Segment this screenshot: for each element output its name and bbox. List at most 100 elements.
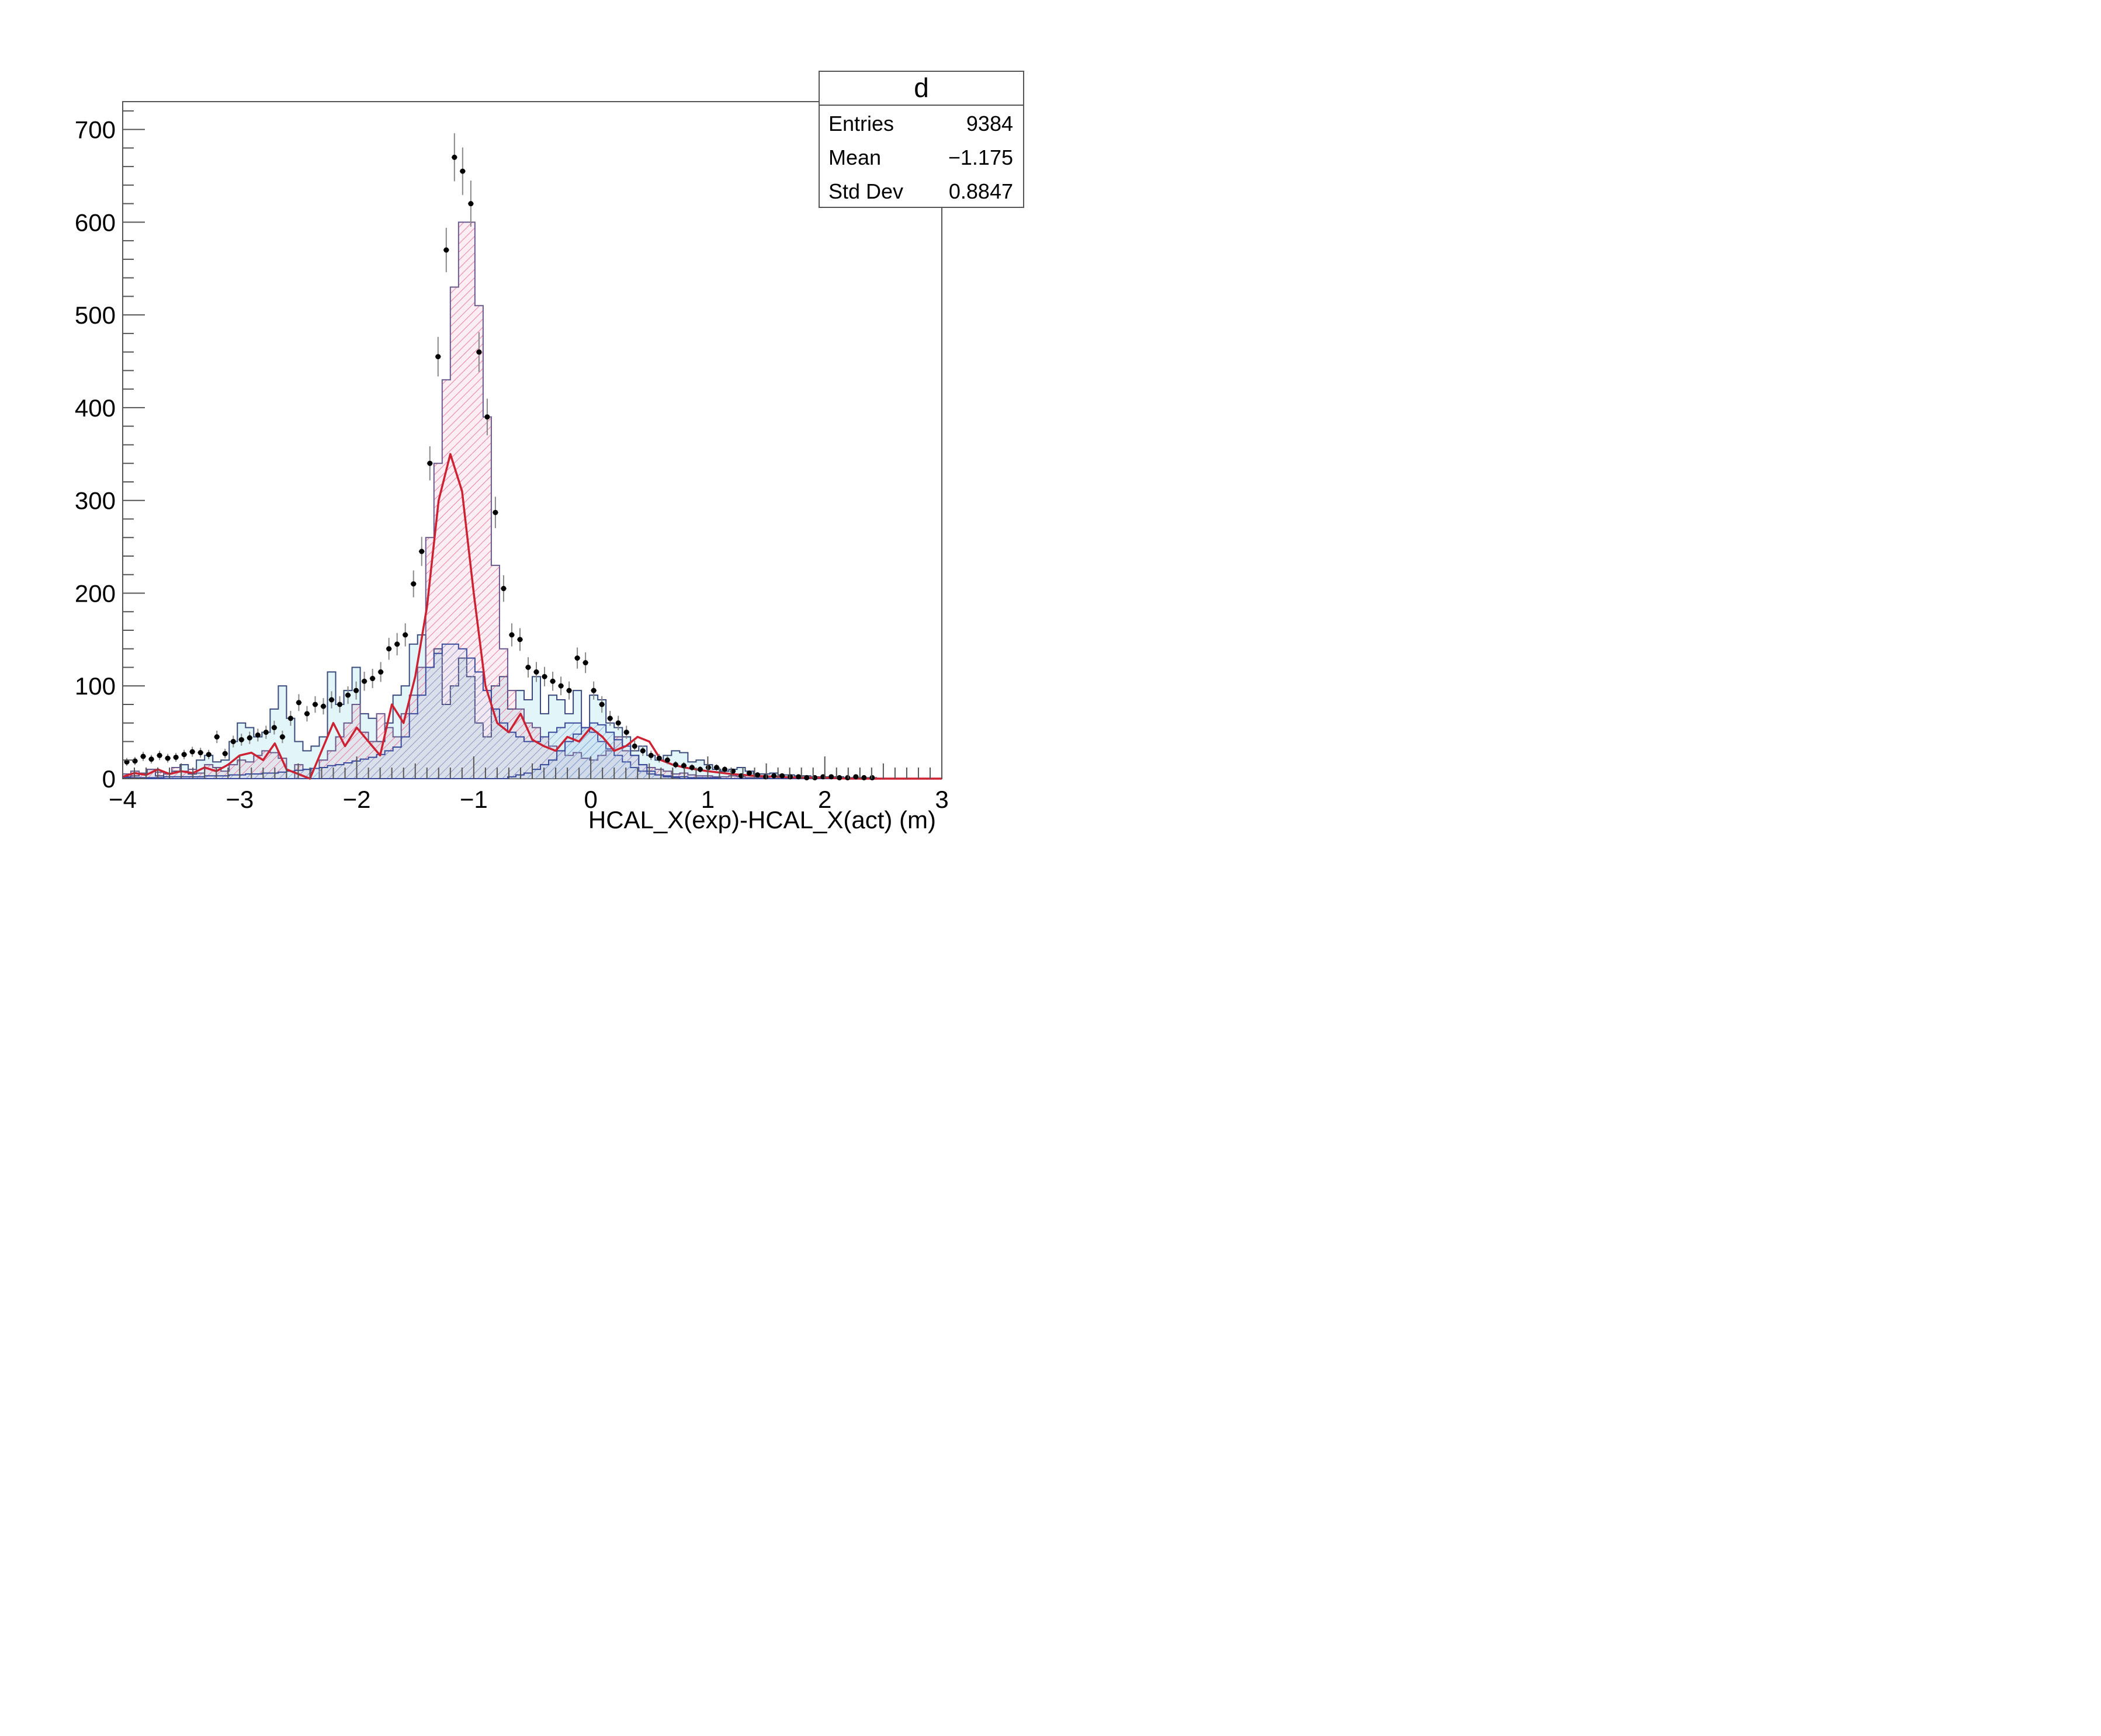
data-point-marker <box>287 716 293 721</box>
y-tick-label: 200 <box>75 579 116 607</box>
data-point-marker <box>697 766 703 772</box>
data-point <box>558 676 564 696</box>
data-point-marker <box>173 754 179 760</box>
data-point-marker <box>370 676 376 682</box>
data-point-marker <box>132 758 138 764</box>
data-point-marker <box>394 641 400 647</box>
data-point-marker <box>238 737 244 742</box>
data-point-marker <box>853 774 859 780</box>
data-point-marker <box>681 763 687 769</box>
data-point-marker <box>558 683 564 689</box>
data-point <box>640 745 646 756</box>
data-point-marker <box>320 703 326 709</box>
data-point-marker <box>517 637 523 643</box>
data-point <box>632 741 638 752</box>
data-point <box>648 751 654 761</box>
data-point <box>459 147 466 195</box>
data-point-marker <box>419 548 425 554</box>
data-point-marker <box>427 460 433 466</box>
data-point <box>189 747 196 757</box>
data-point <box>574 647 581 669</box>
data-point <box>828 774 834 780</box>
data-point-marker <box>542 673 547 679</box>
data-point-marker <box>411 581 417 587</box>
data-point-marker <box>796 774 802 780</box>
data-point <box>255 728 261 742</box>
x-axis-title: HCAL_X(exp)-HCAL_X(act) (m) <box>588 806 936 834</box>
data-point <box>542 666 548 687</box>
plot-area: 0 100 200 300 400 500 600 700 −4 −3 −2 −1 0 1 2 3 <box>75 101 949 813</box>
data-point-marker <box>271 725 277 731</box>
inelastic-histogram-fill <box>123 644 942 779</box>
data-point <box>247 731 253 744</box>
data-point-marker <box>181 752 187 758</box>
data-point-marker <box>222 751 228 756</box>
data-point-marker <box>599 702 605 707</box>
data-point-marker <box>623 730 629 735</box>
data-point-marker <box>640 748 646 754</box>
data-point <box>803 775 810 780</box>
data-point <box>222 748 228 759</box>
y-axis: 0 100 200 300 400 500 600 700 <box>75 110 145 793</box>
data-point <box>369 669 376 689</box>
stats-box-frame <box>819 71 1024 208</box>
data-point <box>345 686 351 704</box>
x-tick-label: 0 <box>584 786 597 813</box>
data-point <box>525 657 531 678</box>
data-point-marker <box>362 678 367 684</box>
data-point <box>869 775 875 780</box>
side-histogram-outline <box>123 722 942 779</box>
data-points-layer <box>124 133 875 780</box>
stats-box: d Entries 9384 Mean −1.175 Std Dev 0.884… <box>819 71 1024 208</box>
data-point-marker <box>157 752 162 758</box>
data-point <box>418 537 425 566</box>
data-point-marker <box>591 688 597 693</box>
data-point <box>583 652 589 673</box>
data-point-marker <box>337 702 343 707</box>
data-point <box>304 706 310 722</box>
x-tick-label: −4 <box>109 786 137 813</box>
data-point <box>361 672 367 691</box>
data-point <box>516 628 523 651</box>
x-tick-label: 2 <box>818 786 831 813</box>
data-point-marker <box>296 700 301 706</box>
data-point-marker <box>353 688 359 693</box>
data-point <box>754 772 761 778</box>
data-point <box>140 752 147 761</box>
x-tick-label: −3 <box>226 786 254 813</box>
data-point-marker <box>403 632 408 638</box>
data-point <box>697 766 703 773</box>
x-tick-label: −1 <box>460 786 488 813</box>
data-point <box>377 662 384 682</box>
data-point <box>795 774 802 780</box>
data-point-marker <box>501 586 507 592</box>
data-point <box>771 773 777 779</box>
data-point-marker <box>443 247 449 253</box>
data-point <box>165 754 171 763</box>
stats-mean-label: Mean <box>828 145 881 169</box>
data-point <box>664 756 671 765</box>
data-point <box>443 228 449 272</box>
data-point <box>287 711 294 726</box>
stats-mean-value: −1.175 <box>948 145 1013 169</box>
data-point <box>271 720 278 735</box>
data-point <box>484 398 490 436</box>
data-point-marker <box>255 732 261 738</box>
data-point <box>320 698 327 715</box>
data-point <box>181 749 188 759</box>
data-point-marker <box>722 766 727 772</box>
y-tick-label: 400 <box>75 394 116 422</box>
x-tick-label: −2 <box>343 786 371 813</box>
data-point-marker <box>632 743 637 749</box>
y-tick-label: 700 <box>75 116 116 144</box>
data-point <box>312 696 318 713</box>
data-point-marker <box>550 678 556 684</box>
data-point-marker <box>656 755 662 761</box>
data-point <box>508 623 515 647</box>
data-point-marker <box>648 752 654 758</box>
data-point-marker <box>533 669 539 675</box>
y-tick-label: 0 <box>102 765 116 793</box>
data-point-marker <box>206 752 212 758</box>
data-point <box>713 764 720 771</box>
stats-entries-label: Entries <box>828 112 894 136</box>
